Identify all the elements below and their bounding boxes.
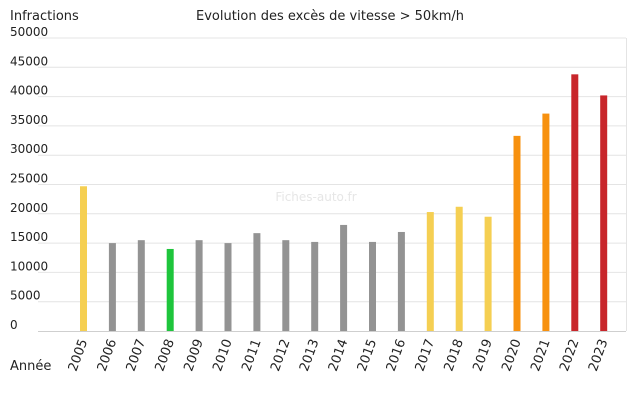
x-tick-label: 2012 <box>268 337 293 373</box>
x-tick-label: 2009 <box>181 337 206 373</box>
x-tick-label: 2013 <box>297 337 322 373</box>
y-tick-label: 30000 <box>10 142 48 156</box>
y-tick-label: 5000 <box>10 289 41 303</box>
x-tick-label: 2014 <box>326 337 351 373</box>
x-tick-label: 2015 <box>355 337 380 373</box>
bar-2007 <box>137 240 145 331</box>
watermark: Fiches-auto.fr <box>275 190 356 204</box>
y-tick-label: 0 <box>10 318 18 332</box>
y-tick-label: 15000 <box>10 230 48 244</box>
bar-2016 <box>397 231 405 331</box>
gridlines <box>38 37 626 303</box>
y-tick-label: 40000 <box>10 84 48 98</box>
bar-2018 <box>455 206 463 331</box>
bar-2017 <box>426 212 434 331</box>
bar-2008 <box>166 248 174 331</box>
bar-2014 <box>340 224 348 331</box>
x-tick-label: 2021 <box>528 337 553 373</box>
x-tick-label: 2006 <box>95 337 120 373</box>
bar-2023 <box>600 95 608 331</box>
bar-2011 <box>253 233 261 331</box>
axes <box>38 38 627 332</box>
bar-2020 <box>513 135 521 331</box>
chart-title: Evolution des excès de vitesse > 50km/h <box>196 9 464 24</box>
bar-2009 <box>195 240 203 331</box>
y-tick-label: 10000 <box>10 259 48 273</box>
bar-2019 <box>484 216 492 331</box>
bars <box>80 74 608 332</box>
y-tick-label: 25000 <box>10 172 48 186</box>
x-tick-label: 2010 <box>210 337 235 373</box>
x-tick-label: 2019 <box>470 337 495 373</box>
y-tick-labels: 0 5000 10000 15000 20000 25000 30000 35000 40000… <box>10 25 48 332</box>
x-tick-label: 2023 <box>586 337 611 373</box>
bar-2015 <box>369 241 376 331</box>
x-tick-label: 2005 <box>66 337 91 373</box>
x-tick-label: 2018 <box>442 337 467 373</box>
y-axis-label: Infractions <box>10 9 79 24</box>
y-tick-label: 20000 <box>10 201 48 215</box>
bar-2005 <box>80 186 87 331</box>
y-tick-label: 45000 <box>10 54 48 68</box>
y-tick-label: 35000 <box>10 113 48 127</box>
y-tick-label: 50000 <box>10 25 48 39</box>
bar-2022 <box>571 74 579 331</box>
bar-2013 <box>311 241 319 331</box>
bar-2012 <box>282 240 290 331</box>
x-tick-label: 2020 <box>499 337 524 373</box>
x-tick-label: 2016 <box>384 337 409 373</box>
x-tick-label: 2017 <box>413 337 438 373</box>
x-tick-label: 2007 <box>124 337 149 373</box>
x-axis-label: Année <box>10 359 51 374</box>
x-tick-label: 2011 <box>239 337 264 373</box>
x-tick-label: 2008 <box>153 337 178 373</box>
bar-2021 <box>542 113 550 332</box>
x-tick-label: 2022 <box>557 337 582 373</box>
x-tick-labels: 2005 2006 2007 2008 2009 2010 2011 2012 2013 2014… <box>66 337 612 373</box>
bar-2006 <box>108 243 116 331</box>
bar-2010 <box>224 243 232 331</box>
